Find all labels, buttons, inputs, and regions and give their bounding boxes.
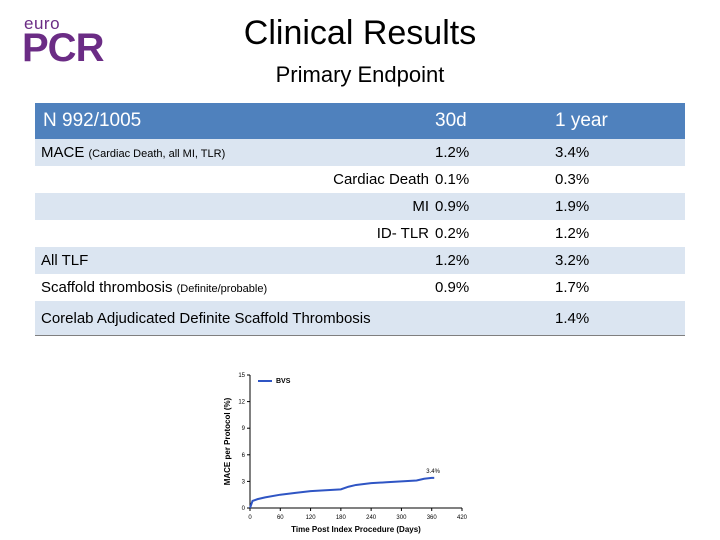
- header-n-label: N 992/1005: [35, 103, 435, 139]
- y-tick-label: 9: [242, 426, 246, 432]
- row-label-note: (Definite/probable): [176, 283, 268, 295]
- x-tick-label: 180: [336, 515, 347, 521]
- y-tick-label: 6: [242, 453, 246, 459]
- row-label-text: Scaffold thrombosis: [41, 279, 173, 296]
- row-sublabel: MI: [35, 193, 435, 220]
- table-row: ID- TLR 0.2% 1.2%: [35, 220, 685, 247]
- table-header-row: N 992/1005 30d 1 year: [35, 103, 685, 139]
- mace-chart: 0 60 120 180 240 300 360 420 0 3 6 9 12 15 BVS 3.4% T…: [223, 373, 468, 534]
- row-label: Scaffold thrombosis (Definite/probable): [35, 274, 435, 301]
- end-value-annotation: 3.4%: [426, 469, 440, 475]
- x-tick-label: 420: [457, 515, 468, 521]
- x-tick-label: 0: [248, 515, 252, 521]
- header-1year: 1 year: [555, 103, 685, 139]
- row-sublabel: ID- TLR: [35, 220, 435, 247]
- row-label: Corelab Adjudicated Definite Scaffold Th…: [35, 301, 435, 336]
- cell-1year: 0.3%: [555, 166, 685, 193]
- cell-30d: 1.2%: [435, 139, 555, 166]
- logo-prefix: euro: [24, 14, 61, 33]
- table-row: Cardiac Death 0.1% 0.3%: [35, 166, 685, 193]
- y-tick-label: 12: [238, 400, 245, 406]
- results-table: N 992/1005 30d 1 year MACE (Cardiac Deat…: [35, 103, 685, 336]
- cell-30d: [435, 301, 555, 336]
- x-tick-label: 240: [366, 515, 377, 521]
- cell-1year: 3.4%: [555, 139, 685, 166]
- cell-1year: 1.2%: [555, 220, 685, 247]
- row-label: MACE (Cardiac Death, all MI, TLR): [35, 139, 435, 166]
- cell-1year: 1.7%: [555, 274, 685, 301]
- cell-1year: 3.2%: [555, 247, 685, 274]
- page-subtitle: Primary Endpoint: [275, 62, 445, 87]
- cell-30d: 0.9%: [435, 274, 555, 301]
- x-tick-label: 60: [277, 515, 284, 521]
- legend-label: BVS: [276, 378, 291, 385]
- x-tick-label: 300: [396, 515, 407, 521]
- row-label-text: MACE: [41, 144, 85, 161]
- logo-name: PCR: [22, 26, 104, 70]
- table-row: MI 0.9% 1.9%: [35, 193, 685, 220]
- x-axis-label: Time Post Index Procedure (Days): [291, 525, 421, 534]
- table-row: MACE (Cardiac Death, all MI, TLR) 1.2% 3…: [35, 139, 685, 166]
- cell-30d: 0.1%: [435, 166, 555, 193]
- table-row: Scaffold thrombosis (Definite/probable) …: [35, 274, 685, 301]
- row-label: All TLF: [35, 247, 435, 274]
- series-line-bvs: [249, 476, 435, 509]
- page-title: Clinical Results: [243, 14, 477, 52]
- table-row: All TLF 1.2% 3.2%: [35, 247, 685, 274]
- y-tick-label: 0: [242, 506, 246, 512]
- header-30d: 30d: [435, 103, 555, 139]
- y-tick-label: 15: [238, 373, 245, 379]
- cell-30d: 0.9%: [435, 193, 555, 220]
- y-axis-label: MACE per Protocol (%): [223, 397, 232, 485]
- row-sublabel: Cardiac Death: [35, 166, 435, 193]
- cell-30d: 1.2%: [435, 247, 555, 274]
- europcr-logo: euro PCR: [20, 14, 110, 70]
- cell-30d: 0.2%: [435, 220, 555, 247]
- cell-1year: 1.4%: [555, 301, 685, 336]
- table-row: Corelab Adjudicated Definite Scaffold Th…: [35, 301, 685, 336]
- x-tick-label: 120: [306, 515, 317, 521]
- y-tick-label: 3: [242, 479, 246, 485]
- x-tick-label: 360: [427, 515, 438, 521]
- cell-1year: 1.9%: [555, 193, 685, 220]
- row-label-note: (Cardiac Death, all MI, TLR): [88, 148, 226, 160]
